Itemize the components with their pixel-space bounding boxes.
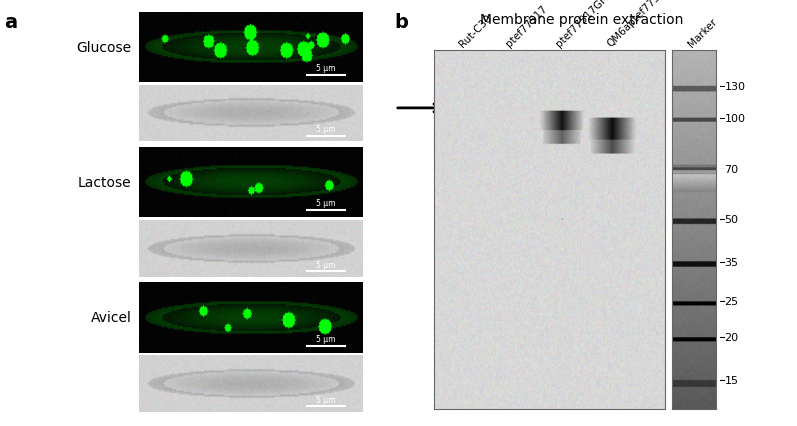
Text: 50: 50: [724, 214, 739, 225]
Text: Glucose: Glucose: [77, 41, 132, 55]
Text: 5 μm: 5 μm: [316, 199, 336, 208]
Text: QM6aptef77517GFP: QM6aptef77517GFP: [605, 0, 686, 49]
Text: a: a: [4, 13, 17, 32]
Text: b: b: [395, 13, 408, 32]
Text: 25: 25: [724, 296, 739, 307]
Text: 70: 70: [724, 164, 739, 174]
Text: Rut-C30: Rut-C30: [457, 13, 494, 49]
Text: 35: 35: [724, 257, 739, 267]
Text: 5 μm: 5 μm: [316, 334, 336, 343]
Text: 20: 20: [724, 332, 739, 343]
Text: 100: 100: [724, 114, 745, 124]
Text: Lactose: Lactose: [78, 176, 132, 190]
Text: 15: 15: [724, 375, 739, 386]
Text: ptef77517GFP: ptef77517GFP: [555, 0, 614, 49]
Text: Marker: Marker: [687, 17, 720, 49]
Text: 5 μm: 5 μm: [316, 395, 336, 404]
Text: 130: 130: [724, 82, 745, 92]
Text: Avicel: Avicel: [91, 311, 132, 325]
Text: 5 μm: 5 μm: [316, 64, 336, 73]
Text: ptef77517: ptef77517: [504, 4, 549, 49]
Text: 5 μm: 5 μm: [316, 125, 336, 134]
Text: 5 μm: 5 μm: [316, 260, 336, 269]
Text: Membrane protein extraction: Membrane protein extraction: [480, 13, 684, 27]
